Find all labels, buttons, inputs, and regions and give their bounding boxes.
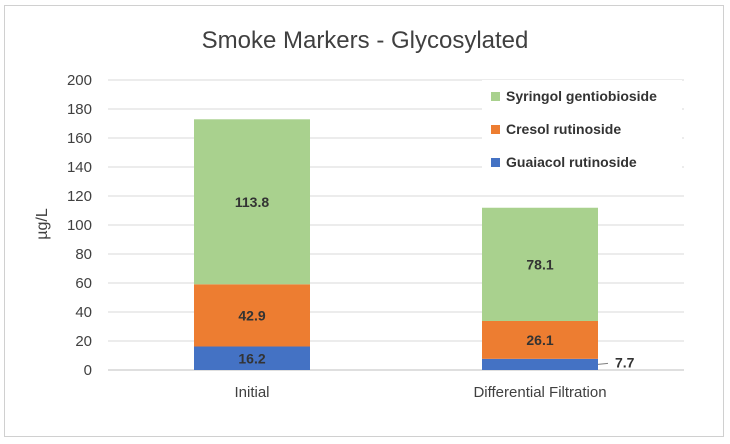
legend-entry: Guaiacol rutinoside	[506, 154, 637, 170]
legend-swatch	[491, 158, 500, 167]
data-labels: 16.2 42.9 113.8 7.7 26.1 78.1	[235, 194, 635, 371]
y-tick-label: 20	[75, 333, 92, 350]
legend-swatch	[491, 92, 500, 101]
data-label-leader	[597, 362, 609, 365]
y-axis-title: µg/L	[34, 208, 51, 240]
bar-segment	[194, 346, 310, 370]
bar-segment	[194, 119, 310, 285]
bars	[194, 119, 598, 370]
y-tick-label: 40	[75, 304, 92, 321]
legend: Syringol gentiobioside Cresol rutinoside G…	[482, 80, 682, 180]
y-tick-label: 200	[67, 72, 92, 89]
legend-swatch	[491, 125, 500, 134]
data-label: 16.2	[238, 350, 265, 366]
category-label: Differential Filtration	[473, 384, 606, 401]
y-tick-label: 160	[67, 130, 92, 147]
y-tick-label: 180	[67, 101, 92, 118]
category-label: Initial	[234, 384, 269, 401]
data-label: 26.1	[526, 332, 553, 348]
y-tick-label: 0	[84, 362, 92, 379]
bar-segment	[482, 358, 598, 370]
y-tick-label: 140	[67, 159, 92, 176]
data-label: 113.8	[235, 194, 269, 210]
bar-segment	[482, 207, 598, 321]
chart-frame	[4, 5, 724, 437]
legend-background	[482, 80, 682, 180]
y-tick-label: 60	[75, 275, 92, 292]
y-tick-label: 100	[67, 217, 92, 234]
data-label: 42.9	[238, 307, 265, 323]
y-tick-label: 120	[67, 188, 92, 205]
y-tick-labels: 0 20 40 60 80 100 120 140 160 180 200	[67, 72, 92, 379]
legend-entry: Cresol rutinoside	[506, 121, 621, 137]
category-labels: Initial Differential Filtration	[234, 384, 606, 401]
bar-segment	[194, 284, 310, 347]
data-label: 78.1	[526, 256, 553, 272]
data-label: 7.7	[615, 354, 635, 370]
bar-segment	[482, 320, 598, 359]
chart-title: Smoke Markers - Glycosylated	[202, 27, 529, 54]
y-tick-label: 80	[75, 246, 92, 263]
legend-entry: Syringol gentiobioside	[506, 88, 657, 104]
